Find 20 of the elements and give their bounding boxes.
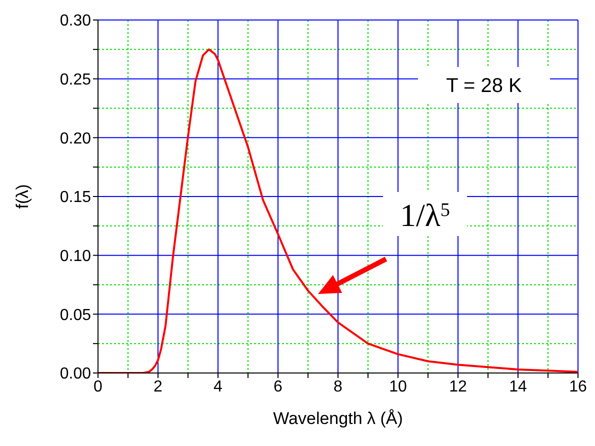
y-tick-label: 0.05 [60, 306, 92, 324]
x-tick-label: 6 [274, 378, 283, 396]
x-tick-label: 10 [389, 378, 407, 396]
x-tick-label: 2 [154, 378, 163, 396]
x-tick-label: 12 [449, 378, 467, 396]
annotation: 1/λ$^{5}$ [400, 197, 450, 233]
x-tick-label: 4 [214, 378, 223, 396]
x-axis-title: Wavelength λ (Å) [273, 409, 403, 428]
y-tick-label: 0.20 [60, 130, 92, 148]
y-tick-label: 0.15 [60, 189, 92, 206]
annotation: T = 28 K [446, 75, 523, 97]
x-tick-label: 14 [509, 378, 527, 396]
x-tick-label: 16 [569, 378, 587, 396]
y-tick-label: 0.30 [60, 12, 92, 30]
x-tick-label: 8 [334, 378, 343, 396]
y-tick-label: 0.25 [60, 72, 92, 89]
y-tick-label: 0.10 [60, 248, 92, 266]
x-tick-label: 0 [94, 378, 103, 396]
y-axis-title: f(λ) [13, 184, 32, 209]
y-tick-label: 0.00 [60, 366, 92, 383]
